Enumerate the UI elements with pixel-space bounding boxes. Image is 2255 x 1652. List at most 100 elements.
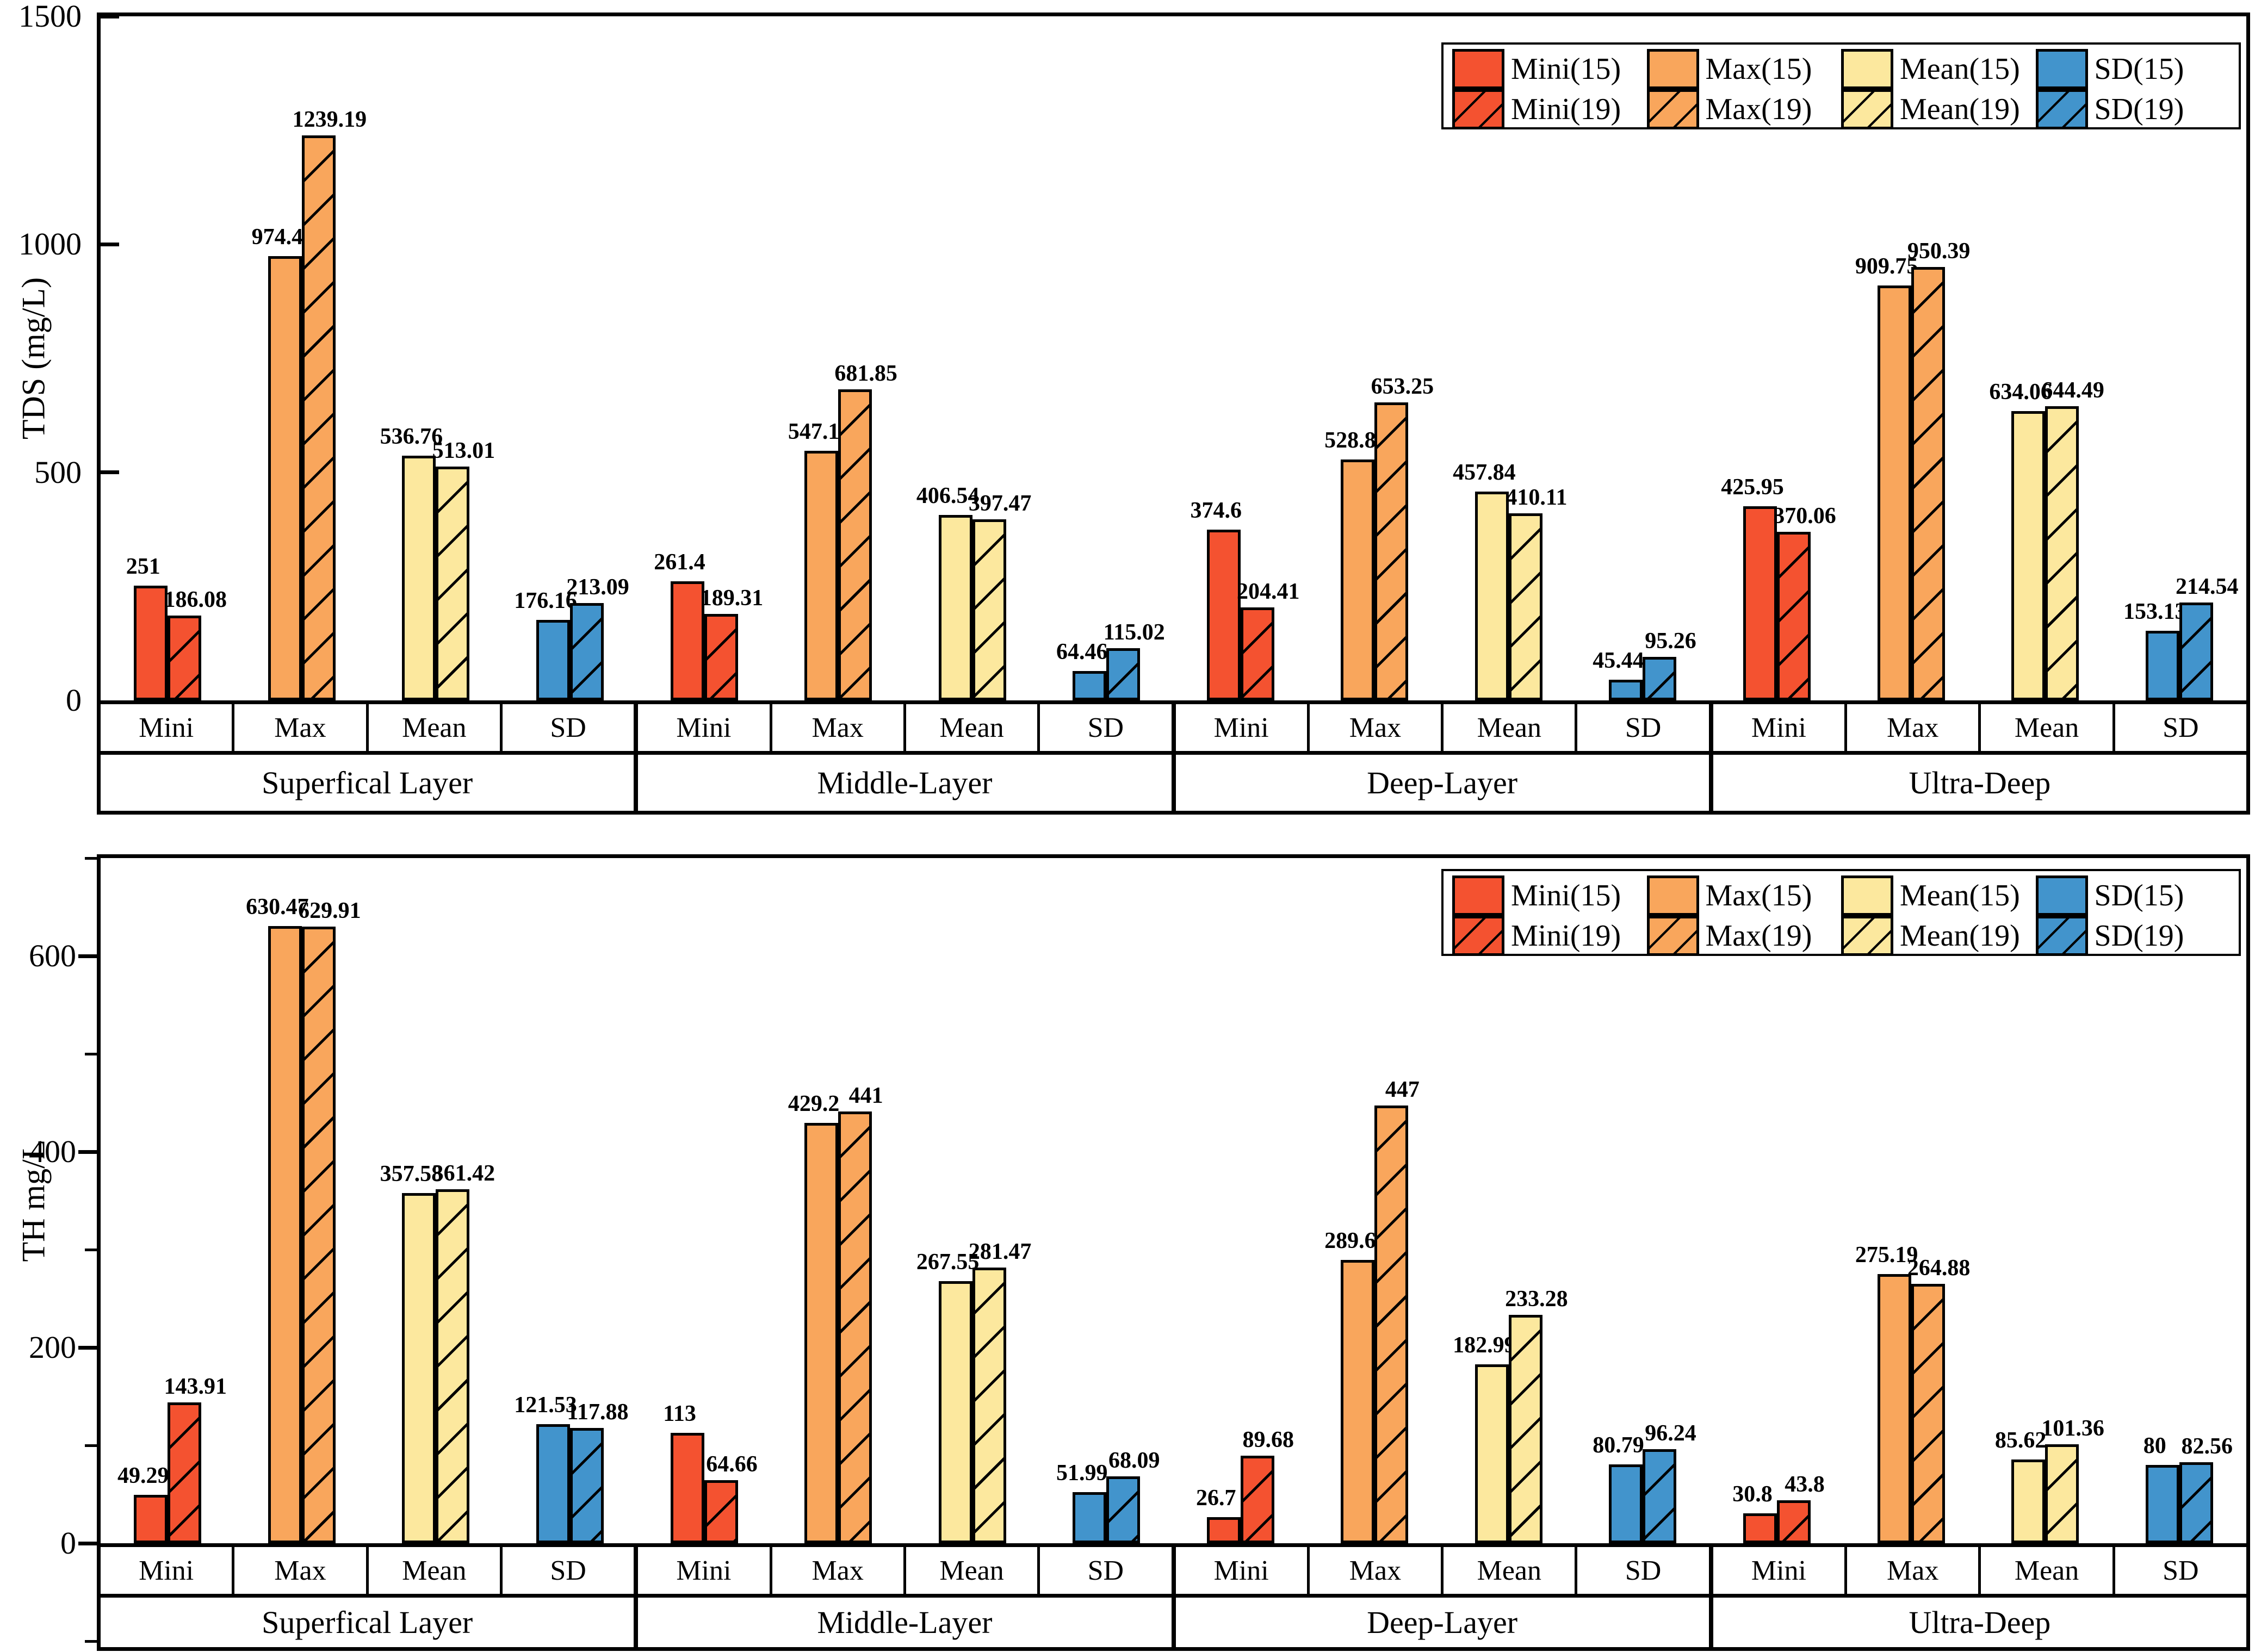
y-axis-title: TDS (mg/L) (15, 277, 52, 440)
bar-value-label: 950.39 (1907, 238, 1971, 264)
y-axis-major-tick (101, 14, 119, 18)
bar-mean-15 (1475, 492, 1509, 700)
bar-mini-15 (1206, 1517, 1241, 1543)
legend-label: Mean(19) (1900, 92, 2020, 126)
stat-label-max: Max (232, 1547, 365, 1594)
bar-mini-19 (168, 1402, 202, 1543)
stat-label-sd: SD (499, 704, 634, 751)
layer-label: Middle-Layer (634, 755, 1171, 811)
y-axis-major-tick (78, 954, 97, 958)
bar-value-label: 909.75 (1855, 254, 1918, 280)
stat-label-max: Max (232, 704, 365, 751)
bar-mean-19 (1508, 1315, 1542, 1543)
bar-value-label: 681.85 (834, 361, 897, 387)
stat-label-mean: Mean (1441, 704, 1575, 751)
bar-mini-15 (1743, 1513, 1777, 1543)
stat-label-mean: Mean (365, 1547, 500, 1594)
bar-mini-15 (1743, 506, 1777, 700)
legend-swatch (1646, 875, 1699, 916)
bar-value-label: 64.46 (1056, 639, 1108, 664)
bar-mean-15 (2011, 411, 2046, 700)
bar-mean-19 (972, 1268, 1006, 1543)
bar-max-15 (804, 451, 839, 700)
bar-value-label: 513.01 (432, 438, 495, 463)
bar-max-15 (804, 1123, 839, 1543)
bar-sd-19 (569, 1427, 604, 1543)
bar-sd-19 (2179, 1462, 2213, 1543)
stat-label-mini: Mini (139, 1555, 194, 1586)
stat-label-mean: Mean (365, 704, 500, 751)
bar-mean-19 (972, 519, 1006, 700)
stat-group: Mini Max Mean SD (1708, 1547, 2246, 1594)
bar-mini-19 (168, 615, 202, 700)
stat-label-mini: Mini (676, 1555, 732, 1586)
stat-label-mean: Mean (1978, 1547, 2112, 1594)
bar-mean-15 (2011, 1459, 2046, 1543)
legend: Mini(15) Max(15) Mean(15) SD(15) Mini(19) Max… (1441, 42, 2241, 129)
legend-entry: Mean(15) (1841, 49, 2036, 89)
y-axis-major-tick (78, 1150, 97, 1154)
legend-entry: SD(19) (2035, 89, 2231, 129)
bar-sd-15 (1073, 670, 1107, 700)
bar-sd-19 (2179, 603, 2213, 700)
bar-sd-15 (1073, 1492, 1107, 1543)
legend-label: Mean(15) (1900, 879, 2020, 912)
bar-value-label: 251 (126, 554, 160, 580)
stat-label-mean: Mean (903, 1547, 1037, 1594)
legend-entry: SD(15) (2035, 49, 2231, 89)
legend-swatch (1841, 875, 1893, 916)
layer-label: Middle-Layer (634, 1598, 1171, 1647)
bar-mean-15 (402, 1193, 436, 1543)
stat-group: Mini Max Mean SD (1171, 704, 1709, 751)
stat-label-mini: Mini (1751, 1555, 1806, 1586)
legend-label: SD(15) (2094, 879, 2184, 912)
legend-swatch (2035, 49, 2088, 89)
bar-value-label: 406.54 (916, 483, 980, 509)
bar-value-label: 214.54 (2175, 574, 2239, 600)
layer-label: Deep-Layer (1171, 755, 1709, 811)
layer-label-row: Superfical Layer Middle-Layer Deep-Layer Ul… (97, 755, 2250, 815)
bar-sd-15 (536, 1424, 570, 1543)
bar-value-label: 68.09 (1108, 1448, 1160, 1474)
layer-label: Ultra-Deep (1708, 1598, 2246, 1647)
bar-mean-15 (402, 455, 436, 700)
bar-value-label: 143.91 (164, 1374, 227, 1399)
bar-value-label: 441 (848, 1083, 883, 1109)
bar-mini-15 (1206, 529, 1241, 700)
layer-label: Ultra-Deep (1708, 755, 2246, 811)
stat-label-mini: Mini (676, 712, 732, 743)
bar-mini-19 (1777, 531, 1811, 700)
legend-swatch (1646, 49, 1699, 89)
bar-value-label: 176.16 (514, 588, 577, 614)
bar-value-label: 264.88 (1907, 1256, 1971, 1281)
legend-entry: Max(19) (1646, 89, 1842, 129)
stat-label-row: Mini Max Mean SD Mini Max Mean SD Mini Max Mean SD M… (97, 700, 2250, 755)
bar-max-15 (1877, 1274, 1911, 1543)
bar-sd-19 (1106, 648, 1141, 700)
stat-label-mini: Mini (139, 712, 194, 743)
bar-max-19 (838, 1111, 872, 1543)
legend-entry: Mini(19) (1452, 916, 1647, 956)
legend-entry: Max(15) (1646, 875, 1842, 916)
bar-value-label: 189.31 (700, 586, 764, 611)
legend-label: Max(15) (1705, 52, 1812, 86)
legend-entry: Mini(15) (1452, 875, 1647, 916)
bar-value-label: 186.08 (164, 587, 227, 612)
bar-value-label: 547.1 (788, 419, 840, 445)
y-axis-tick-label: 200 (29, 1330, 76, 1365)
stat-label-mean: Mean (1441, 1547, 1575, 1594)
bar-mini-19 (1777, 1500, 1811, 1543)
bar-mini-15 (670, 581, 704, 700)
y-axis-tick-label: 600 (29, 938, 76, 973)
y-axis-tick-label: 500 (34, 454, 82, 490)
legend-swatch (1452, 89, 1504, 129)
legend-swatch (1841, 49, 1893, 89)
bar-value-label: 43.8 (1785, 1472, 1825, 1498)
legend-swatch (1452, 916, 1504, 956)
bar-mini-19 (704, 614, 738, 700)
legend-entry: Mean(19) (1841, 916, 2036, 956)
bar-value-label: 653.25 (1371, 374, 1434, 400)
bar-sd-15 (2145, 1465, 2179, 1543)
bar-mean-19 (436, 466, 470, 700)
